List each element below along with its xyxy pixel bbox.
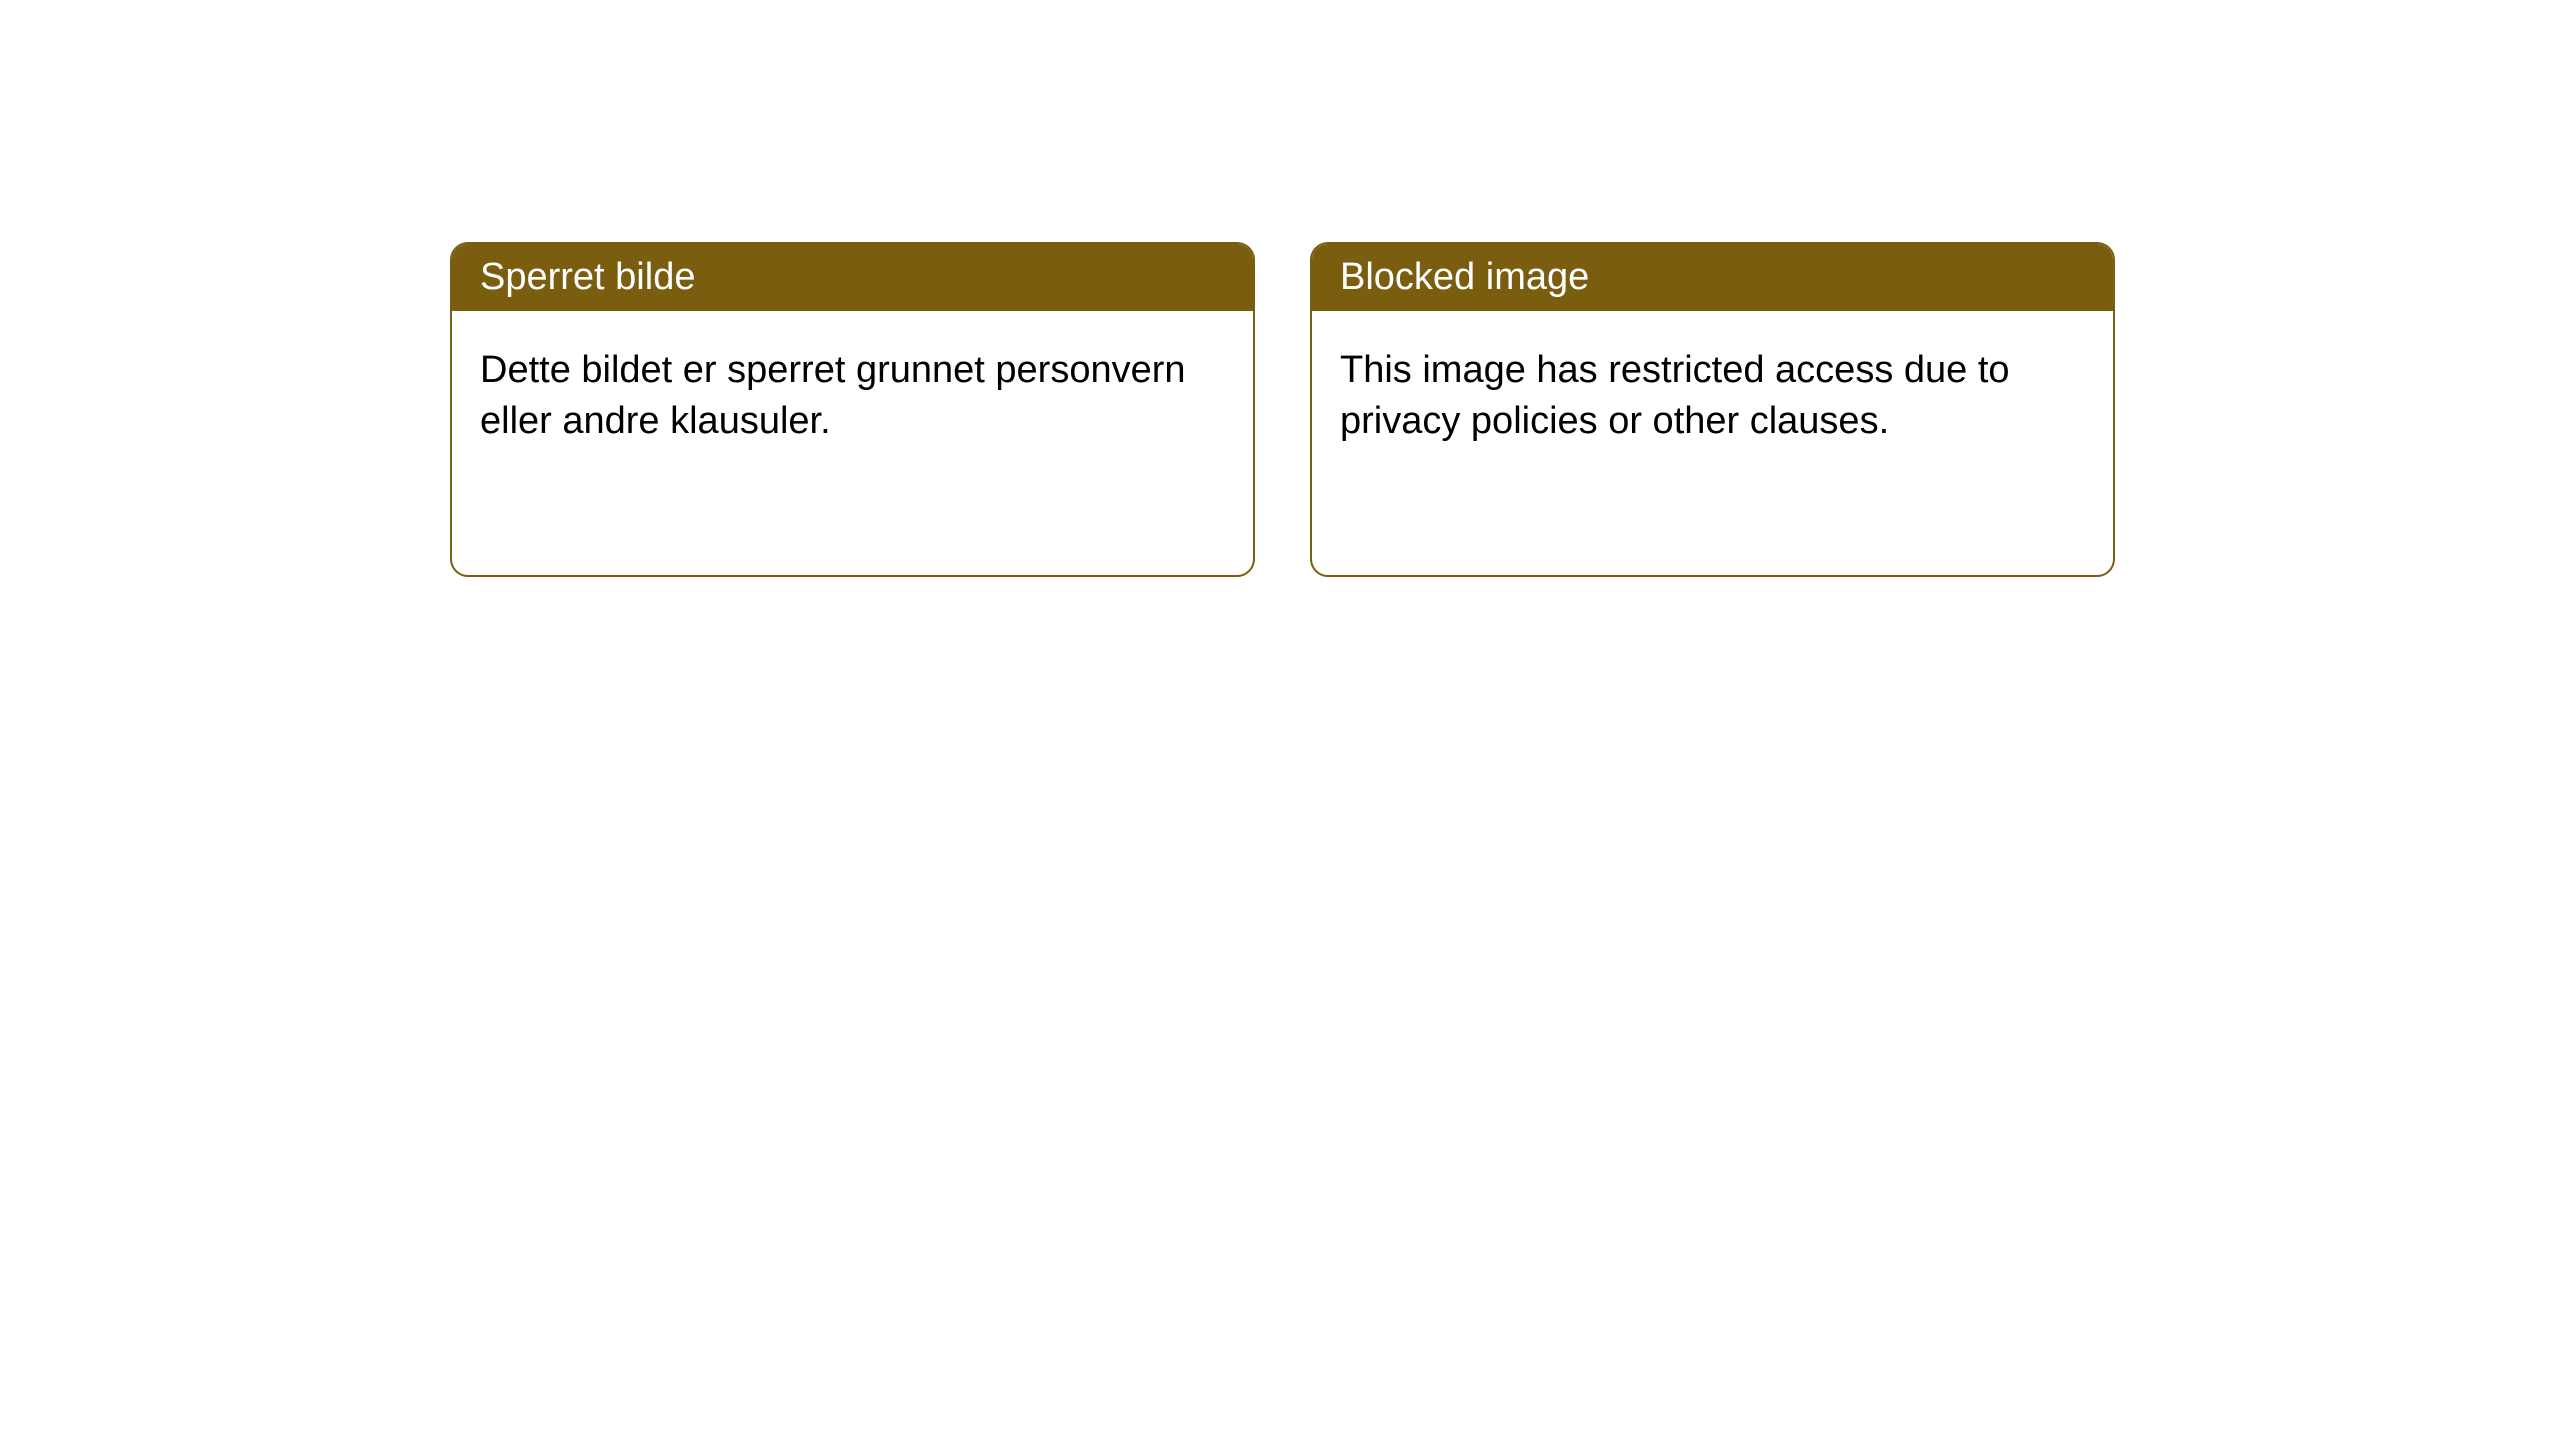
card-body-text: Dette bildet er sperret grunnet personve… [480,349,1186,442]
card-header: Blocked image [1312,244,2113,311]
blocked-image-card-no: Sperret bilde Dette bildet er sperret gr… [450,242,1255,577]
card-body-text: This image has restricted access due to … [1340,349,2010,442]
card-title: Blocked image [1340,256,1589,298]
card-body: Dette bildet er sperret grunnet personve… [452,311,1253,482]
card-title: Sperret bilde [480,256,695,298]
card-header: Sperret bilde [452,244,1253,311]
card-body: This image has restricted access due to … [1312,311,2113,482]
blocked-image-card-en: Blocked image This image has restricted … [1310,242,2115,577]
cards-container: Sperret bilde Dette bildet er sperret gr… [450,242,2115,577]
